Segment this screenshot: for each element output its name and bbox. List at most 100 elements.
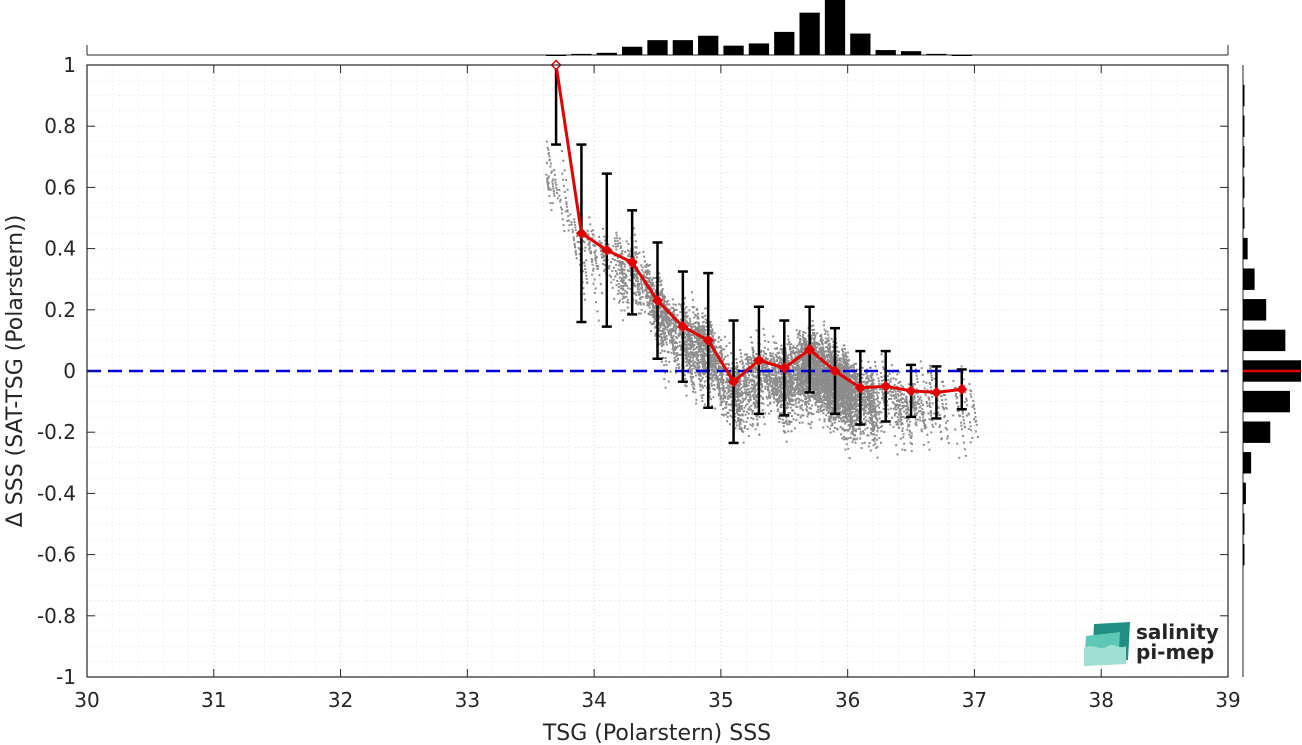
scatter-point: [702, 394, 705, 397]
scatter-point: [632, 292, 635, 295]
scatter-point: [785, 419, 788, 422]
scatter-point: [819, 339, 822, 342]
scatter-point: [700, 378, 703, 381]
scatter-point: [841, 437, 844, 440]
scatter-point: [545, 161, 548, 164]
scatter-point: [753, 384, 756, 387]
scatter-point: [794, 356, 797, 359]
scatter-point: [759, 351, 762, 354]
scatter-point: [849, 374, 852, 377]
scatter-point: [774, 371, 777, 374]
scatter-point: [626, 269, 629, 272]
scatter-point: [686, 335, 689, 338]
scatter-point: [776, 398, 779, 401]
scatter-point: [634, 270, 637, 273]
scatter-point: [784, 398, 787, 401]
scatter-point: [657, 314, 660, 317]
scatter-point: [864, 382, 867, 385]
scatter-point: [677, 333, 680, 336]
scatter-point: [971, 405, 974, 408]
scatter-point: [711, 404, 714, 407]
scatter-point: [640, 309, 643, 312]
scatter-point: [926, 433, 929, 436]
scatter-point: [684, 384, 687, 387]
scatter-point: [714, 359, 717, 362]
scatter-point: [877, 403, 880, 406]
scatter-point: [785, 440, 788, 443]
scatter-point: [805, 379, 808, 382]
scatter-point: [809, 399, 812, 402]
scatter-point: [874, 406, 877, 409]
scatter-point: [942, 393, 945, 396]
scatter-point: [727, 398, 730, 401]
scatter-point: [730, 402, 733, 405]
scatter-point: [703, 345, 706, 348]
scatter-point: [804, 403, 807, 406]
scatter-point: [943, 408, 946, 411]
scatter-point: [551, 180, 554, 183]
scatter-point: [662, 320, 665, 323]
scatter-point: [803, 357, 806, 360]
scatter-point: [768, 383, 771, 386]
scatter-point: [710, 382, 713, 385]
scatter-point: [872, 382, 875, 385]
scatter-point: [826, 425, 829, 428]
scatter-point: [760, 377, 763, 380]
scatter-point: [858, 425, 861, 428]
scatter-point: [680, 321, 683, 324]
scatter-point: [823, 378, 826, 381]
scatter-point: [946, 435, 949, 438]
scatter-point: [635, 251, 638, 254]
scatter-point: [844, 392, 847, 395]
scatter-point: [962, 378, 965, 381]
scatter-point: [898, 403, 901, 406]
scatter-point: [781, 393, 784, 396]
scatter-point: [846, 410, 849, 413]
scatter-point: [663, 335, 666, 338]
scatter-point: [927, 412, 930, 415]
scatter-point: [705, 322, 708, 325]
scatter-point: [712, 369, 715, 372]
scatter-point: [747, 363, 750, 366]
scatter-point: [854, 391, 857, 394]
scatter-point: [953, 387, 956, 390]
scatter-point: [895, 411, 898, 414]
scatter-point: [619, 247, 622, 250]
scatter-point: [928, 403, 931, 406]
scatter-point: [802, 347, 805, 350]
scatter-point: [739, 410, 742, 413]
scatter-point: [641, 269, 644, 272]
scatter-point: [752, 423, 755, 426]
scatter-point: [691, 306, 694, 309]
scatter-point: [634, 253, 637, 256]
scatter-point: [659, 290, 662, 293]
scatter-point: [704, 349, 707, 352]
scatter-point: [896, 421, 899, 424]
scatter-point: [663, 300, 666, 303]
scatter-point: [752, 418, 755, 421]
scatter-point: [846, 412, 849, 415]
scatter-point: [729, 386, 732, 389]
scatter-point: [829, 406, 832, 409]
scatter-point: [619, 299, 622, 302]
scatter-point: [799, 390, 802, 393]
scatter-point: [839, 364, 842, 367]
scatter-point: [692, 311, 695, 314]
scatter-point: [857, 427, 860, 430]
scatter-point: [676, 363, 679, 366]
scatter-point: [897, 393, 900, 396]
scatter-point: [827, 410, 830, 413]
scatter-point: [736, 383, 739, 386]
scatter-point: [824, 346, 827, 349]
scatter-point: [892, 394, 895, 397]
scatter-point: [865, 377, 868, 380]
scatter-point: [602, 253, 605, 256]
scatter-point: [937, 406, 940, 409]
scatter-point: [685, 345, 688, 348]
scatter-point: [683, 318, 686, 321]
scatter-point: [591, 259, 594, 262]
scatter-point: [856, 409, 859, 412]
scatter-point: [675, 325, 678, 328]
scatter-point: [823, 420, 826, 423]
scatter-point: [750, 359, 753, 362]
